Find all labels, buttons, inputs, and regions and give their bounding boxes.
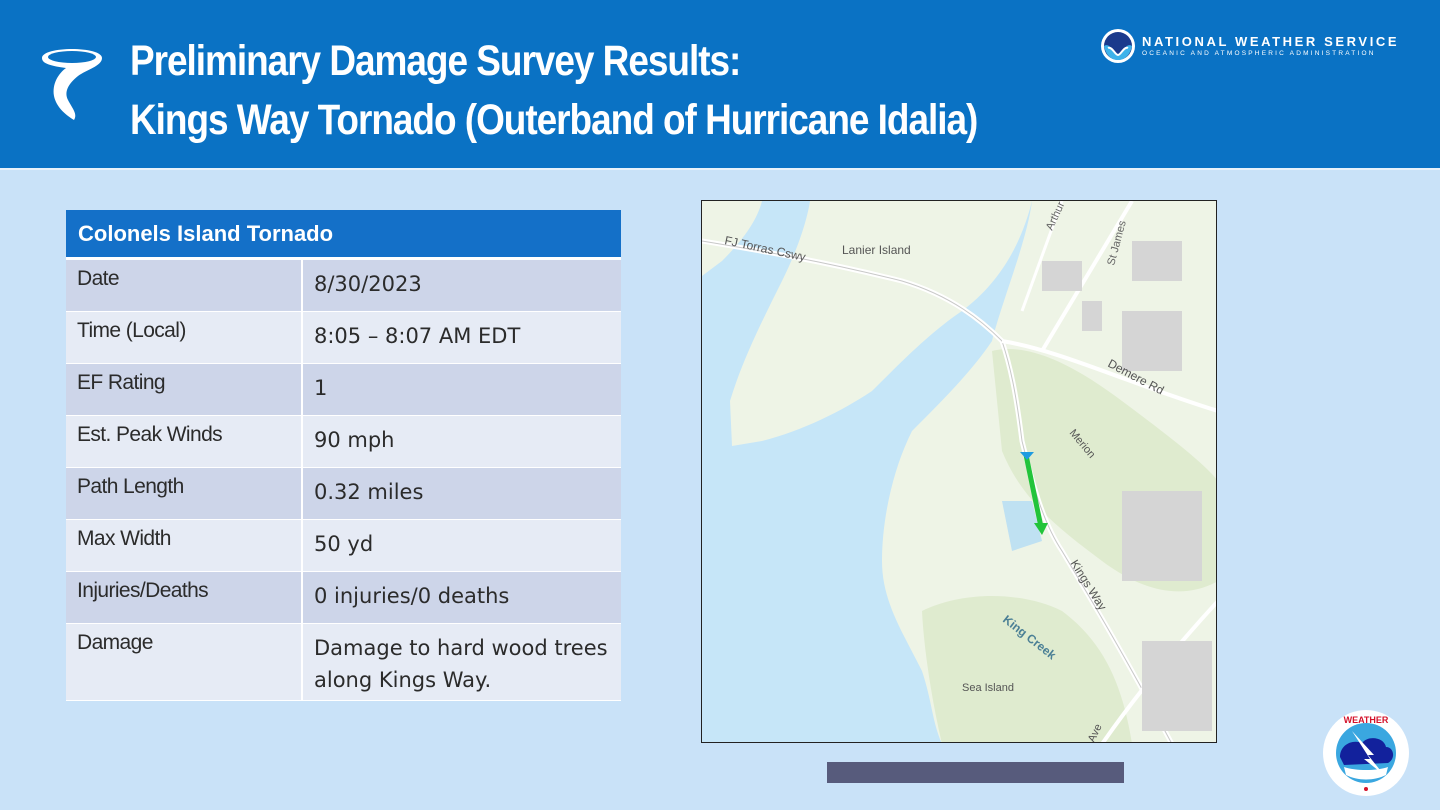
table-row: Time (Local) 8:05 – 8:07 AM EDT [66,312,621,364]
table-row: Path Length 0.32 miles [66,468,621,520]
map-label-sea-island: Sea Island [962,682,1014,694]
table-row: EF Rating 1 [66,364,621,416]
row-label: Date [66,260,303,311]
table-row: Injuries/Deaths 0 injuries/0 deaths [66,572,621,624]
row-label: EF Rating [66,364,303,415]
table-row: Date 8/30/2023 [66,260,621,312]
row-value: 90 mph [314,428,395,452]
table-title: Colonels Island Tornado [66,210,621,260]
row-label: Path Length [66,468,303,519]
nws-brand: NATIONAL WEATHER SERVICE OCEANIC AND ATM… [1100,28,1399,64]
noaa-logo [1101,29,1135,63]
row-value: 0.32 miles [314,480,424,504]
header-divider [0,168,1440,170]
row-label: Time (Local) [66,312,303,363]
title-line-2: Kings Way Tornado (Outerband of Hurrican… [130,96,978,144]
table-row: Est. Peak Winds 90 mph [66,416,621,468]
header-banner: Preliminary Damage Survey Results: Kings… [0,0,1440,168]
page-title: Preliminary Damage Survey Results: Kings… [130,32,978,150]
brand-subtitle: OCEANIC AND ATMOSPHERIC ADMINISTRATION [1142,49,1376,57]
row-label: Max Width [66,520,303,571]
table-row: Max Width 50 yd [66,520,621,572]
row-value: 50 yd [314,532,374,556]
brand-name: NATIONAL WEATHER SERVICE [1142,33,1400,49]
row-value: 0 injuries/0 deaths [314,584,510,608]
tornado-summary-table: Colonels Island Tornado Date 8/30/2023 T… [66,210,621,701]
row-label: Damage [66,624,303,700]
row-value: 1 [314,376,328,400]
map-label-lanier-island: Lanier Island [842,243,911,257]
row-value: 8/30/2023 [314,272,422,296]
row-value: Damage to hard wood trees along Kings Wa… [314,636,608,692]
row-label: Injuries/Deaths [66,572,303,623]
row-label: Est. Peak Winds [66,416,303,467]
title-line-1: Preliminary Damage Survey Results: [130,37,741,85]
tornado-track-map: FJ Torras Cswy Lanier Island Arthur St J… [701,200,1217,743]
table-row: Damage Damage to hard wood trees along K… [66,624,621,701]
row-value: 8:05 – 8:07 AM EDT [314,324,521,348]
map-canvas: FJ Torras Cswy Lanier Island Arthur St J… [702,201,1216,743]
tornado-icon [42,49,102,120]
svg-text:WEATHER: WEATHER [1344,715,1389,725]
map-label-ave: Ave [1086,722,1105,743]
nws-seal-icon: WEATHER [1323,710,1409,796]
map-caption-bar [827,762,1124,783]
